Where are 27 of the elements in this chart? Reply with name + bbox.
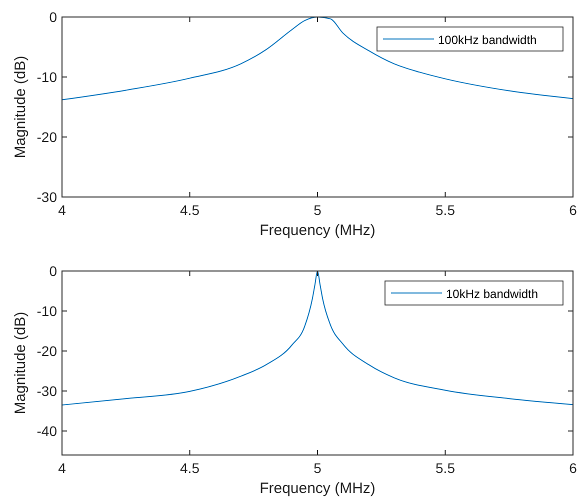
x-axis-title: Frequency (MHz) bbox=[260, 480, 376, 497]
x-tick-label: 6 bbox=[569, 202, 578, 218]
x-tick-label: 5 bbox=[314, 460, 322, 476]
line-series bbox=[62, 270, 574, 406]
y-tick-label: -20 bbox=[36, 129, 58, 145]
y-tick-label: 0 bbox=[49, 263, 58, 279]
y-tick-label: -10 bbox=[36, 69, 58, 85]
y-axis-title: Magnitude (dB) bbox=[12, 56, 29, 158]
legend-label: 10kHz bandwidth bbox=[446, 287, 538, 301]
x-axis-title: Frequency (MHz) bbox=[260, 222, 376, 239]
x-tick-label: 6 bbox=[569, 460, 578, 476]
legend-label: 100kHz bandwidth bbox=[438, 33, 537, 47]
x-tick-label: 4 bbox=[58, 460, 66, 476]
x-tick-label: 5.5 bbox=[436, 202, 456, 218]
x-tick-label: 5 bbox=[314, 202, 322, 218]
y-tick-label: 0 bbox=[49, 9, 58, 25]
y-tick-label: -10 bbox=[36, 303, 58, 319]
y-tick-label: -20 bbox=[36, 343, 58, 359]
y-tick-label: -30 bbox=[36, 189, 58, 205]
y-tick-label: -30 bbox=[36, 383, 58, 399]
x-tick-label: 4.5 bbox=[180, 202, 200, 218]
x-tick-label: 4.5 bbox=[180, 460, 200, 476]
y-axis-title: Magnitude (dB) bbox=[12, 312, 29, 414]
x-tick-label: 4 bbox=[58, 202, 66, 218]
x-tick-label: 5.5 bbox=[436, 460, 456, 476]
y-tick-label: -40 bbox=[36, 423, 58, 439]
line-series bbox=[62, 16, 574, 100]
